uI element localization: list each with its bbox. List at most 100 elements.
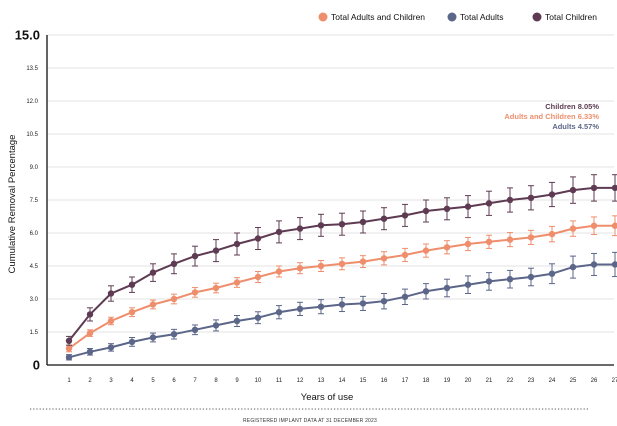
legend-marker-adults: [447, 12, 457, 22]
x-tick-label: 4: [130, 378, 134, 384]
data-point: [527, 194, 535, 201]
x-tick-label: 1: [67, 378, 71, 384]
data-point: [485, 278, 493, 285]
data-point: [233, 279, 241, 286]
data-point: [128, 338, 136, 346]
data-point: [296, 305, 304, 313]
data-point: [506, 236, 514, 243]
data-point: [464, 240, 472, 248]
x-tick-label: 7: [193, 378, 197, 384]
data-point: [485, 238, 493, 245]
data-point: [191, 326, 199, 333]
data-point: [65, 345, 73, 352]
x-axis-ticks: 1 2 3 4 5 6 7 8 9 10 11 12 13 14 15 16 17 18 19 20 21 22 23 24 2…: [67, 378, 617, 384]
data-point: [296, 265, 304, 272]
data-point: [317, 222, 325, 229]
data-point: [338, 260, 346, 267]
data-point: [149, 301, 157, 308]
x-tick-label: 10: [255, 378, 262, 384]
data-point: [527, 273, 535, 281]
data-point: [170, 260, 178, 267]
data-point: [443, 284, 451, 292]
data-point: [317, 303, 325, 310]
data-point: [107, 290, 115, 297]
x-tick-label: 23: [528, 378, 535, 384]
data-point: [464, 281, 472, 288]
y-axis-ticks: 0 1.5 3.0 4.5 6.0 7.5 9.0 10.5 12.0 13.5 15.0: [15, 28, 40, 373]
data-point: [569, 186, 577, 194]
data-point: [380, 298, 388, 305]
data-point: [590, 261, 598, 268]
y-tick-label: 12.0: [26, 99, 38, 105]
data-point: [401, 293, 409, 300]
x-tick-label: 17: [402, 378, 409, 384]
legend-marker-children: [532, 12, 542, 22]
data-point: [443, 244, 451, 251]
data-point: [107, 344, 115, 351]
data-point: [254, 273, 262, 281]
y-tick-label: 15.0: [15, 28, 40, 43]
y-tick-label: 6.0: [30, 231, 39, 237]
data-point: [359, 300, 367, 307]
end-label-children: Children 8.05%: [545, 102, 599, 111]
y-tick-label: 1.5: [30, 330, 39, 336]
data-point: [527, 234, 535, 241]
data-point: [422, 288, 430, 295]
data-point: [611, 222, 617, 229]
data-point: [464, 203, 472, 210]
legend-marker-adults-and-children: [318, 12, 328, 22]
x-tick-label: 11: [276, 378, 283, 384]
data-point: [338, 301, 346, 308]
y-tick-label: 13.5: [26, 66, 38, 72]
x-tick-label: 8: [214, 378, 218, 384]
x-tick-label: 15: [360, 378, 367, 384]
data-point: [296, 225, 304, 232]
data-point: [548, 270, 556, 277]
y-axis-title: Cumulative Removal Percentage: [7, 135, 18, 274]
x-tick-label: 14: [339, 378, 346, 384]
data-point: [86, 329, 94, 337]
x-tick-label: 2: [88, 378, 92, 384]
data-point: [401, 251, 409, 259]
end-labels: Children 8.05% Adults and Children 6.33%…: [504, 102, 599, 131]
data-point: [422, 247, 430, 254]
data-point: [86, 311, 94, 318]
x-axis-title: Years of use: [301, 392, 353, 403]
series-total-adults: [65, 251, 617, 361]
y-tick-label: 4.5: [30, 264, 39, 270]
data-point: [590, 222, 598, 229]
data-point: [65, 354, 73, 361]
data-point: [149, 269, 157, 276]
data-point: [212, 284, 220, 292]
data-point: [65, 337, 73, 344]
data-point: [170, 331, 178, 338]
data-point: [548, 191, 556, 198]
y-tick-label: 10.5: [26, 132, 38, 138]
data-point: [443, 205, 451, 212]
data-point: [233, 317, 241, 325]
legend-label-children: Total Children: [545, 12, 597, 22]
data-point: [380, 255, 388, 262]
data-point: [275, 228, 283, 236]
x-tick-label: 24: [549, 378, 556, 384]
data-point: [506, 196, 514, 204]
x-tick-label: 27: [612, 378, 617, 384]
x-tick-label: 12: [297, 378, 304, 384]
y-tick-label: 0: [33, 358, 40, 373]
x-tick-label: 5: [151, 378, 155, 384]
data-point: [380, 215, 388, 222]
data-point: [548, 230, 556, 238]
data-point: [191, 289, 199, 296]
footnote: REGISTERED IMPLANT DATA AT 31 DECEMBER 2…: [243, 418, 377, 424]
data-point: [401, 212, 409, 219]
series-total-adults-and-children: [65, 215, 617, 353]
x-tick-label: 26: [591, 378, 598, 384]
data-point: [191, 252, 199, 260]
data-point: [107, 317, 115, 325]
data-point: [611, 261, 617, 268]
data-point: [128, 281, 136, 288]
x-tick-label: 19: [444, 378, 451, 384]
legend-label-adults: Total Adults: [460, 12, 503, 22]
data-point: [254, 314, 262, 321]
